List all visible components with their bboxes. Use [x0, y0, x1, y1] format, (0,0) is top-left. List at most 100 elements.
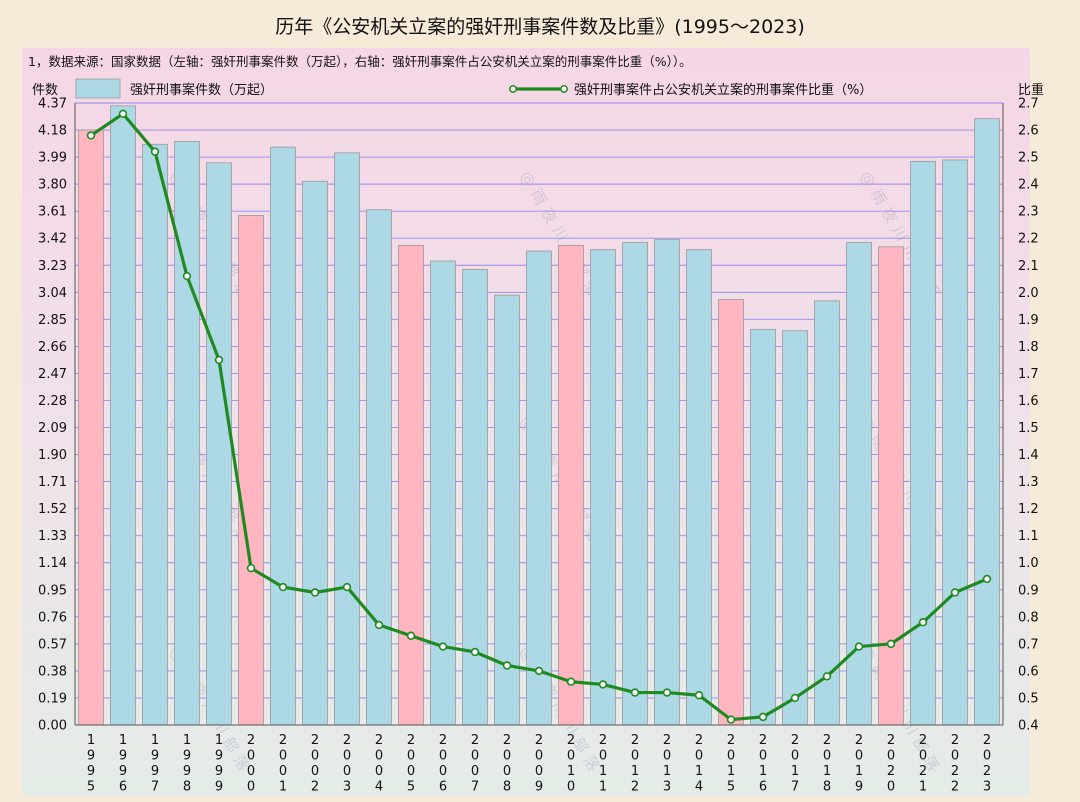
bar-2023: [974, 118, 1000, 726]
bar-2004: [366, 209, 392, 726]
right-tick-label: 2.5: [1018, 151, 1039, 166]
right-tick-label: 1.2: [1018, 502, 1039, 517]
left-tick-label: 0.95: [38, 583, 67, 598]
left-tick-label: 2.66: [38, 340, 67, 355]
left-tick-label: 2.09: [38, 421, 67, 436]
right-tick-label: 1.3: [1018, 475, 1039, 490]
line-series: [86, 109, 992, 724]
left-tick-label: 3.23: [38, 259, 67, 274]
line-point-2004: [374, 620, 384, 630]
line-point-2016: [758, 712, 768, 722]
right-tick-label: 2.1: [1018, 259, 1039, 274]
line-point-1997: [150, 147, 160, 156]
line-point-2020: [886, 639, 896, 649]
right-tick-label: 2.0: [1018, 286, 1039, 301]
line-point-2008: [502, 661, 512, 670]
right-tick-label: 1.5: [1018, 421, 1039, 436]
line-point-2010: [566, 677, 576, 686]
left-tick-label: 0.76: [38, 610, 67, 625]
line-point-1999: [214, 355, 224, 365]
left-tick-label: 4.18: [38, 124, 67, 139]
bar-2003: [334, 152, 360, 726]
bar-2017: [782, 330, 808, 726]
bar-2005: [398, 244, 424, 726]
left-tick-label: 1.71: [38, 475, 67, 490]
line-point-2009: [534, 666, 544, 676]
bar-2015: [718, 299, 744, 726]
bar-2013: [654, 239, 680, 726]
line-point-1995: [86, 131, 96, 140]
right-tick-label: 2.6: [1018, 124, 1039, 139]
bar-1996: [110, 105, 136, 726]
right-tick-label: 1.1: [1018, 529, 1039, 544]
axes: 0.000.190.380.570.760.951.141.331.521.71…: [38, 97, 1039, 795]
line-point-2022: [950, 588, 960, 597]
legend-label-bars: 强奸刑事案件数（万起）: [130, 83, 273, 98]
right-tick-label: 0.8: [1018, 610, 1039, 625]
right-tick-label: 0.6: [1018, 664, 1039, 679]
left-tick-label: 1.33: [38, 529, 67, 544]
legend-marker: [560, 85, 568, 93]
line-point-2018: [822, 672, 832, 681]
left-tick-label: 3.80: [38, 178, 67, 193]
bar-1997: [142, 143, 168, 726]
left-tick-label: 2.85: [38, 313, 67, 328]
line-point-2001: [278, 582, 288, 592]
right-tick-label: 1.0: [1018, 556, 1039, 571]
line-point-2017: [790, 693, 800, 703]
bar-1999: [206, 162, 232, 726]
line-point-2014: [694, 691, 704, 700]
right-axis-label: 比重: [1018, 82, 1044, 98]
bar-2002: [302, 180, 328, 726]
bar-1998: [174, 141, 200, 726]
source-note: 1，数据来源：国家数据（左轴：强奸刑事案件数（万起），右轴：强奸刑事案件占公安机…: [28, 54, 692, 69]
legend-swatch-bars: [75, 78, 121, 99]
right-tick-label: 2.4: [1018, 178, 1039, 193]
line-point-2013: [662, 688, 672, 697]
line-point-2002: [310, 588, 320, 597]
bar-2022: [942, 159, 968, 726]
right-tick-label: 0.4: [1018, 719, 1039, 734]
left-tick-label: 3.04: [38, 286, 67, 301]
left-tick-label: 3.61: [38, 205, 67, 220]
bar-2011: [590, 249, 616, 726]
left-tick-label: 3.42: [38, 232, 67, 247]
bar-2021: [910, 160, 936, 726]
right-tick-label: 1.6: [1018, 394, 1039, 409]
bar-2012: [622, 242, 648, 726]
left-tick-label: 1.90: [38, 448, 67, 463]
left-axis-label: 件数: [32, 83, 58, 98]
right-tick-label: 2.7: [1018, 97, 1039, 112]
bar-2000: [238, 215, 264, 726]
right-tick-label: 0.9: [1018, 583, 1039, 598]
left-tick-label: 0.00: [38, 719, 67, 734]
bar-2014: [686, 249, 712, 726]
line-point-2000: [246, 563, 256, 573]
right-tick-label: 1.7: [1018, 367, 1039, 382]
line-point-2006: [438, 642, 448, 651]
left-tick-label: 1.14: [38, 556, 67, 571]
line-point-2005: [406, 631, 416, 640]
right-tick-label: 1.4: [1018, 448, 1039, 463]
right-tick-label: 2.2: [1018, 232, 1039, 247]
line-point-2015: [726, 715, 736, 724]
left-tick-label: 3.99: [38, 151, 67, 166]
line-point-2011: [598, 680, 608, 689]
line-point-2021: [918, 618, 928, 627]
legend-label-line: 强奸刑事案件占公安机关立案的刑事案件比重（%）: [574, 82, 872, 98]
bar-2006: [430, 260, 456, 726]
